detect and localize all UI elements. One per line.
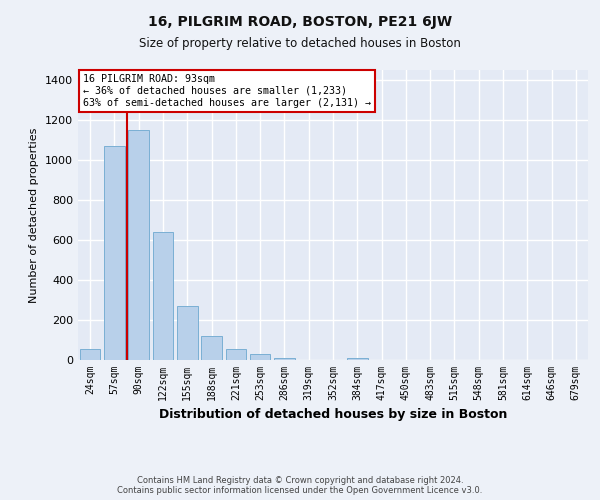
- Bar: [226, 349, 246, 360]
- Bar: [347, 358, 368, 360]
- Text: Contains HM Land Registry data © Crown copyright and database right 2024.
Contai: Contains HM Land Registry data © Crown c…: [118, 476, 482, 495]
- Text: 16 PILGRIM ROAD: 93sqm
← 36% of detached houses are smaller (1,233)
63% of semi-: 16 PILGRIM ROAD: 93sqm ← 36% of detached…: [83, 74, 371, 108]
- X-axis label: Distribution of detached houses by size in Boston: Distribution of detached houses by size …: [159, 408, 507, 422]
- Bar: [274, 358, 295, 360]
- Bar: [177, 306, 197, 360]
- Bar: [152, 232, 173, 360]
- Text: Size of property relative to detached houses in Boston: Size of property relative to detached ho…: [139, 38, 461, 51]
- Bar: [250, 354, 271, 360]
- Bar: [201, 336, 222, 360]
- Bar: [80, 349, 100, 360]
- Text: 16, PILGRIM ROAD, BOSTON, PE21 6JW: 16, PILGRIM ROAD, BOSTON, PE21 6JW: [148, 15, 452, 29]
- Bar: [104, 146, 125, 360]
- Bar: [128, 130, 149, 360]
- Y-axis label: Number of detached properties: Number of detached properties: [29, 128, 40, 302]
